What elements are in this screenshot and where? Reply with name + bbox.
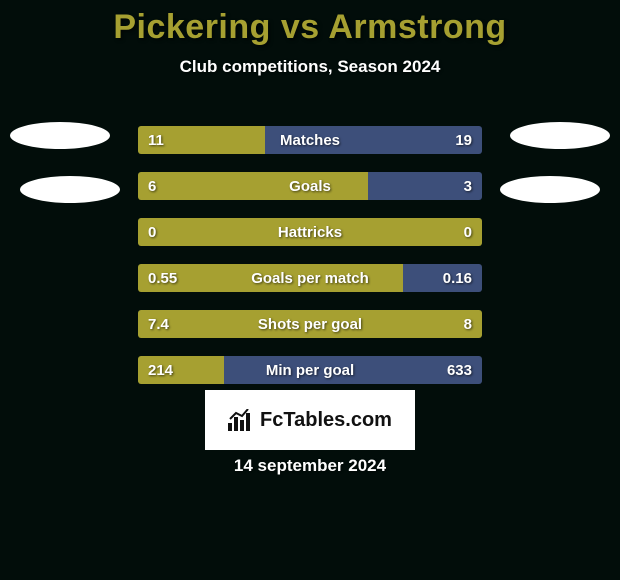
stat-row: 7.48Shots per goal [138, 310, 482, 338]
page-subtitle: Club competitions, Season 2024 [0, 57, 620, 77]
stat-label: Goals [138, 172, 482, 200]
footer-date: 14 september 2024 [0, 456, 620, 476]
stat-row: 00Hattricks [138, 218, 482, 246]
stat-label: Goals per match [138, 264, 482, 292]
page-title: Pickering vs Armstrong [0, 0, 620, 47]
stat-label: Min per goal [138, 356, 482, 384]
stat-bars: 1119Matches 63Goals 00Hattricks 0.550.16Goa… [138, 126, 482, 402]
player-right-avatar-1 [510, 122, 610, 149]
logo-box: FcTables.com [205, 390, 415, 450]
player-right-avatar-2 [500, 176, 600, 203]
logo-text: FcTables.com [260, 409, 392, 432]
comparison-card: Pickering vs Armstrong Club competitions… [0, 0, 620, 580]
stat-label: Matches [138, 126, 482, 154]
stat-row: 214633Min per goal [138, 356, 482, 384]
stat-label: Hattricks [138, 218, 482, 246]
stat-label: Shots per goal [138, 310, 482, 338]
player-left-avatar-1 [10, 122, 110, 149]
stat-row: 1119Matches [138, 126, 482, 154]
player-left-avatar-2 [20, 176, 120, 203]
fctables-icon [228, 409, 254, 431]
stat-row: 63Goals [138, 172, 482, 200]
stat-row: 0.550.16Goals per match [138, 264, 482, 292]
